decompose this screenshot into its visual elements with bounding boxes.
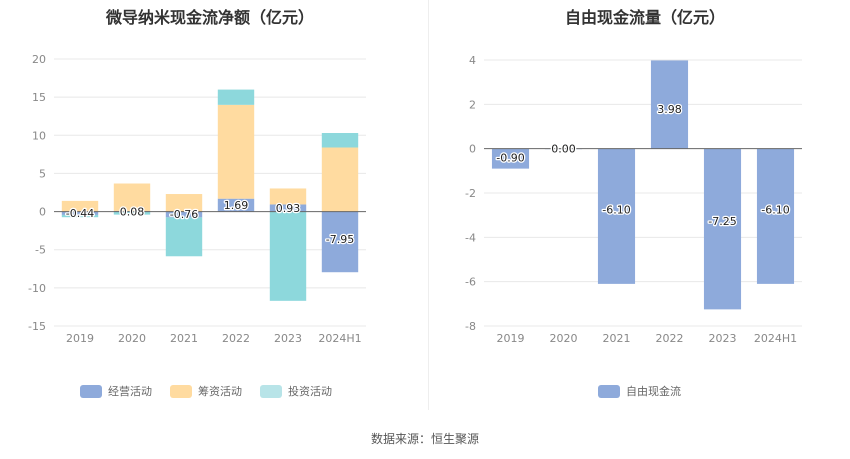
- data-label: -7.25: [708, 215, 736, 228]
- x-tick-label: 2022: [656, 332, 684, 345]
- free-cashflow-chart: -8 -6 -4 -2 0 2 4 2019 2020 2021 2022 2023 2024H1 -0.…: [465, 54, 802, 345]
- bar: [269, 188, 307, 205]
- bar: [165, 217, 203, 257]
- bar: [217, 89, 255, 105]
- data-source-note: 数据来源：恒生聚源: [370, 432, 479, 446]
- x-tick-label: 2023: [709, 332, 737, 345]
- bar: [61, 200, 99, 212]
- bar: [61, 214, 99, 218]
- data-label: 0.00: [551, 143, 576, 156]
- x-tick-label: 2019: [66, 332, 94, 345]
- bar: [269, 211, 307, 301]
- legend-swatch: [260, 384, 282, 398]
- data-label: 3.98: [657, 103, 682, 116]
- y-tick-label: -8: [465, 320, 476, 333]
- bar: [321, 147, 359, 212]
- data-label: 0.93: [276, 202, 301, 215]
- legend-label: 筹资活动: [198, 385, 242, 398]
- cashflow-net-chart: -15 -10 -5 0 5 10 15 20 2019 2020 2021 2022 2023 2024…: [28, 53, 366, 345]
- bar: [217, 198, 255, 212]
- x-tick-label: 2021: [170, 332, 198, 345]
- legend-swatch: [170, 384, 192, 398]
- y-tick-label: -2: [465, 187, 476, 200]
- chart1-legend: 经营活动 筹资活动 投资活动: [80, 383, 350, 399]
- x-tick-label: 2023: [274, 332, 302, 345]
- y-tick-label: 4: [469, 54, 476, 67]
- bar: [113, 183, 151, 211]
- bar: [650, 60, 689, 149]
- legend-swatch: [80, 384, 102, 398]
- y-tick-label: 2: [469, 98, 476, 111]
- bar: [491, 148, 530, 169]
- legend-swatch: [598, 384, 620, 398]
- y-tick-label: 5: [39, 167, 46, 180]
- legend-item-operating[interactable]: 经营活动: [80, 383, 152, 399]
- y-tick-label: -15: [28, 320, 46, 333]
- bar: [321, 211, 359, 273]
- bar: [113, 211, 151, 215]
- x-tick-label: 2021: [603, 332, 631, 345]
- chart2-legend: 自由现金流: [598, 383, 699, 399]
- legend-label: 投资活动: [288, 385, 332, 398]
- y-tick-label: -5: [35, 244, 46, 257]
- y-tick-label: 10: [32, 129, 46, 142]
- legend-item-free-cashflow[interactable]: 自由现金流: [598, 383, 681, 399]
- data-label: -7.95: [326, 233, 354, 246]
- data-label: -6.10: [761, 204, 789, 217]
- bar: [61, 211, 99, 215]
- chart-divider: [428, 0, 429, 410]
- data-label: 1.69: [224, 199, 249, 212]
- chart2-title: 自由现金流量（亿元）: [564, 8, 725, 27]
- y-tick-label: -6: [465, 276, 476, 289]
- chart1-title: 微导纳米现金流净额（亿元）: [105, 8, 314, 27]
- y-tick-label: 15: [32, 91, 46, 104]
- data-label: -0.90: [496, 152, 524, 165]
- y-tick-label: -4: [465, 231, 476, 244]
- y-tick-label: -10: [28, 282, 46, 295]
- x-tick-label: 2022: [222, 332, 250, 345]
- bar: [321, 132, 359, 148]
- data-label: -0.76: [170, 208, 198, 221]
- data-label: 0.08: [120, 205, 145, 218]
- legend-item-investing[interactable]: 投资活动: [260, 383, 332, 399]
- legend-item-financing[interactable]: 筹资活动: [170, 383, 242, 399]
- y-tick-label: 0: [469, 143, 476, 156]
- x-tick-label: 2020: [550, 332, 578, 345]
- bar: [756, 148, 795, 284]
- data-label: -0.44: [66, 207, 94, 220]
- y-tick-label: 0: [39, 206, 46, 219]
- legend-label: 自由现金流: [626, 385, 681, 398]
- bar: [165, 194, 203, 212]
- bar: [217, 104, 255, 199]
- x-tick-label: 2024H1: [318, 332, 361, 345]
- legend-label: 经营活动: [108, 385, 152, 398]
- x-tick-label: 2024H1: [754, 332, 797, 345]
- x-tick-label: 2020: [118, 332, 146, 345]
- x-tick-label: 2019: [497, 332, 525, 345]
- bar: [269, 204, 307, 212]
- data-label: -6.10: [602, 204, 630, 217]
- bar: [597, 148, 636, 284]
- bar: [165, 211, 203, 218]
- bar: [703, 148, 742, 310]
- y-tick-label: 20: [32, 53, 46, 66]
